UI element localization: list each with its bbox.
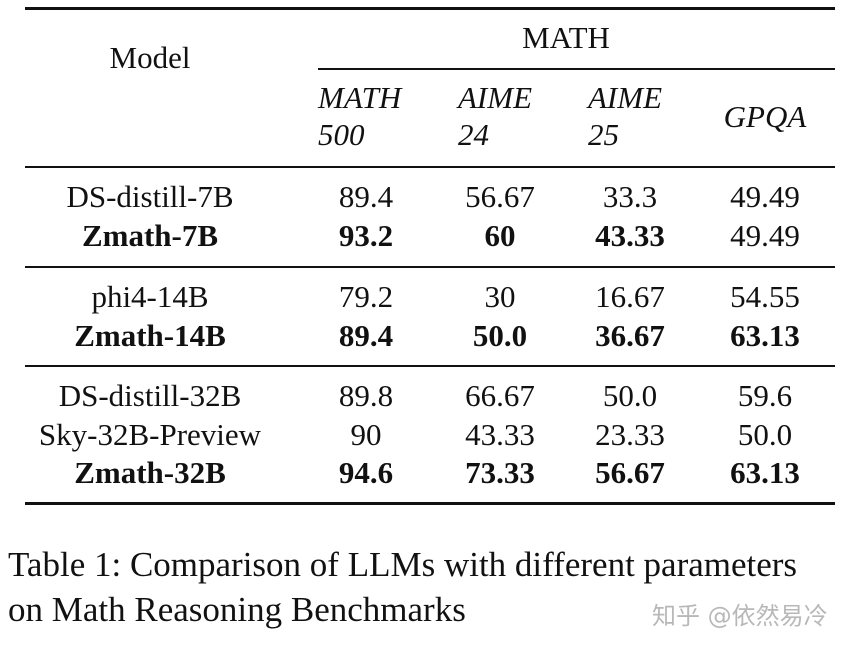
caption-line-2: on Math Reasoning Benchmarks [8,590,466,629]
header-line: AIME [458,80,533,115]
top-rule [25,7,835,10]
value-cell: 33.3 [602,179,658,214]
value-cell: 90 [350,416,382,452]
value-cell: 23.33 [595,416,665,452]
value-cell: 89.8 [338,378,394,413]
group-separator-rule [25,365,835,367]
header-aime25: AIME 25 [588,79,662,153]
group-separator-rule [25,266,835,268]
header-line: 24 [458,117,489,152]
model-name-cell: phi4-14B [91,279,209,314]
model-name-cell: DS-distill-32B [58,378,242,413]
value-cell: 79.2 [338,279,394,314]
value-cell: 43.33 [465,416,535,452]
value-cell: 56.67 [465,179,535,214]
value-cell: 63.13 [730,455,800,490]
value-cell: 56.67 [595,455,665,490]
model-name-cell: Zmath-7B [81,217,219,253]
value-cell: 16.67 [595,279,665,314]
bottom-rule [25,502,835,505]
value-cell: 43.33 [595,217,665,253]
value-cell: 30 [484,279,516,314]
model-name-cell: Sky-32B-Preview [38,416,262,452]
group-rule [318,68,835,70]
value-cell: 36.67 [595,317,665,353]
value-cell: 49.49 [730,217,800,253]
header-group-math: MATH [522,20,610,55]
value-cell: 50.0 [737,416,793,452]
model-name-cell: Zmath-32B [74,455,226,490]
value-cell: 93.2 [338,217,394,253]
group-separator-rule [25,166,835,168]
value-cell: 94.6 [338,455,394,490]
value-cell: 50.0 [472,317,528,353]
value-cell: 54.55 [730,279,800,314]
value-cell: 49.49 [730,179,800,214]
model-name-cell: Zmath-14B [74,317,226,353]
value-cell: 89.4 [338,317,394,353]
header-line: 25 [588,117,619,152]
model-name-cell: DS-distill-7B [66,179,234,214]
value-cell: 66.67 [465,378,535,413]
value-cell: 73.33 [465,455,535,490]
header-line: AIME [588,80,663,115]
header-aime24: AIME 24 [458,79,532,153]
value-cell: 59.6 [737,378,793,413]
header-math500: MATH 500 [318,79,401,153]
header-line: 500 [318,117,365,152]
header-gpqa: GPQA [723,99,807,134]
watermark: 知乎 @依然易冷 [652,602,828,630]
caption-line-1: Table 1: Comparison of LLMs with differe… [8,545,798,584]
value-cell: 50.0 [602,378,658,413]
value-cell: 60 [484,217,516,253]
header-line: MATH [318,80,402,115]
value-cell: 63.13 [730,317,800,353]
value-cell: 89.4 [338,179,394,214]
header-model: Model [109,40,191,75]
